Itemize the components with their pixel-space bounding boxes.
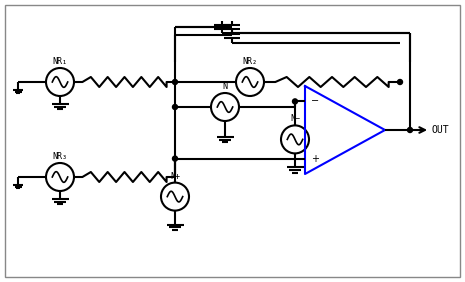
Circle shape: [407, 127, 412, 133]
Text: +: +: [311, 154, 319, 164]
Circle shape: [398, 80, 403, 85]
Text: −: −: [311, 96, 319, 106]
Text: NR₂: NR₂: [243, 57, 258, 66]
Text: OUT: OUT: [432, 125, 450, 135]
Text: N+: N+: [170, 172, 180, 180]
Circle shape: [173, 105, 178, 109]
Text: NR₃: NR₃: [53, 152, 67, 161]
Text: NR₁: NR₁: [53, 57, 67, 66]
Circle shape: [292, 99, 298, 104]
Text: N−: N−: [290, 114, 300, 124]
Circle shape: [173, 80, 178, 85]
Circle shape: [173, 156, 178, 161]
Text: N: N: [222, 82, 227, 91]
